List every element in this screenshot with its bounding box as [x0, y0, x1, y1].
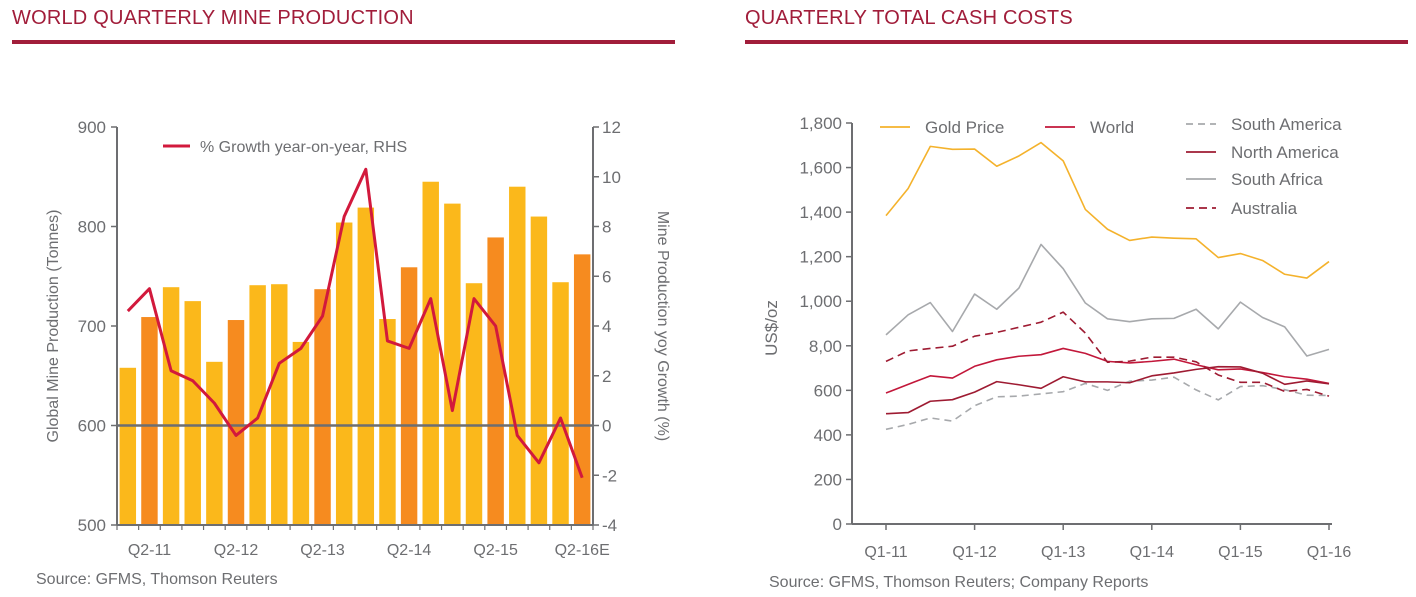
x-tick-label: Q2-12 [214, 542, 259, 559]
production-bar [184, 301, 201, 525]
y2-tick-label: 12 [602, 118, 621, 137]
mine-production-panel: WORLD QUARTERLY MINE PRODUCTION 500 600 70… [0, 0, 690, 597]
series-line-south-africa [885, 243, 1330, 357]
cash-costs-panel: QUARTERLY TOTAL CASH COSTS 0 200 400 600 8,0… [735, 0, 1416, 597]
legend-label: World [1090, 118, 1134, 137]
legend-label: North America [1231, 143, 1339, 162]
x-tick-label: Q2-11 [128, 542, 171, 559]
production-bar [119, 367, 137, 525]
y2-tick-label: 2 [602, 367, 611, 386]
legend-label: South America [1231, 115, 1342, 134]
production-bar [249, 285, 266, 525]
y-tick-label: 600 [78, 417, 106, 436]
y2-tick-label: 10 [602, 168, 621, 187]
legend-label: South Africa [1231, 170, 1323, 189]
x-tick-label: Q1-12 [952, 544, 997, 561]
series-line-north-america [885, 365, 1330, 415]
y-tick-label: 600 [814, 381, 842, 400]
production-bar [379, 319, 396, 525]
y-tick-label: 8,00 [809, 337, 842, 356]
x-tick-label: Q2-14 [387, 542, 432, 559]
title-rule [12, 40, 675, 44]
production-bar [335, 222, 353, 525]
production-bar [357, 207, 375, 525]
y-axis-title: US$/oz [762, 300, 781, 356]
y-tick-label: 1,400 [799, 203, 842, 222]
y-tick-label: 1,200 [799, 248, 842, 267]
y-tick-label: 800 [78, 218, 106, 237]
y2-tick-label: 0 [602, 417, 611, 436]
growth-line [126, 167, 584, 479]
legend-label: Australia [1231, 199, 1298, 218]
title-rule [745, 40, 1408, 44]
y2-tick-label: -4 [602, 516, 617, 535]
production-bar [206, 361, 223, 525]
production-bar [530, 216, 548, 526]
production-bar [422, 181, 439, 525]
y-tick-label: 0 [833, 515, 842, 534]
production-bar [487, 237, 504, 525]
x-tick-label: Q1-15 [1218, 544, 1263, 561]
cash-costs-chart: 0 200 400 600 8,00 1,000 1,200 1,400 1,600 1,800 Q… [762, 114, 1352, 561]
series-line-gold-price [885, 141, 1330, 279]
legend-label: Gold Price [925, 118, 1004, 137]
source-note: Source: GFMS, Thomson Reuters; Company R… [769, 574, 1149, 591]
panel-title: WORLD QUARTERLY MINE PRODUCTION [12, 7, 414, 29]
production-bar [271, 284, 288, 525]
y-tick-label: 200 [814, 470, 842, 489]
production-bar [314, 289, 331, 525]
x-tick-label: Q2-13 [300, 542, 345, 559]
y-tick-label: 400 [814, 426, 842, 445]
x-tick-label: Q2-15 [473, 542, 518, 559]
production-bar [465, 283, 483, 525]
production-bar [227, 320, 245, 525]
production-bar [400, 267, 418, 525]
production-bar [573, 254, 591, 526]
production-bar [292, 341, 310, 525]
y-tick-label: 900 [78, 118, 106, 137]
legend-label: % Growth year-on-year, RHS [200, 139, 407, 156]
series-line-australia [885, 311, 1330, 397]
y-tick-label: 1,800 [799, 114, 842, 133]
y-tick-label: 500 [78, 516, 106, 535]
y2-tick-label: 6 [602, 267, 611, 286]
x-tick-label: Q1-11 [864, 544, 907, 561]
production-bar [444, 203, 461, 526]
y-tick-label: 700 [78, 317, 106, 336]
y-tick-label: 1,000 [799, 292, 842, 311]
mine-production-chart: 500 600 700 800 900 -4 -2 0 2 4 6 8 10 12 Q2-11 Q2-12 Q2… [45, 118, 671, 559]
production-bar [509, 186, 526, 525]
y2-tick-label: 8 [602, 218, 611, 237]
x-tick-label: Q2-16E [555, 542, 610, 559]
panel-title: QUARTERLY TOTAL CASH COSTS [745, 7, 1073, 29]
y2-tick-label: -2 [602, 466, 617, 485]
y2-axis-title: Mine Production yoy Growth (%) [654, 211, 671, 441]
x-tick-label: Q1-16 [1307, 544, 1352, 561]
series-line-south-america [885, 376, 1330, 431]
source-note: Source: GFMS, Thomson Reuters [36, 571, 278, 588]
y-tick-label: 1,600 [799, 159, 842, 178]
y2-tick-label: 4 [602, 317, 611, 336]
y-axis-title: Global Mine Production (Tonnes) [45, 209, 62, 442]
x-tick-label: Q1-13 [1041, 544, 1086, 561]
x-tick-label: Q1-14 [1130, 544, 1175, 561]
production-bar [552, 282, 569, 525]
production-bar [162, 287, 180, 525]
production-bar [141, 317, 158, 525]
